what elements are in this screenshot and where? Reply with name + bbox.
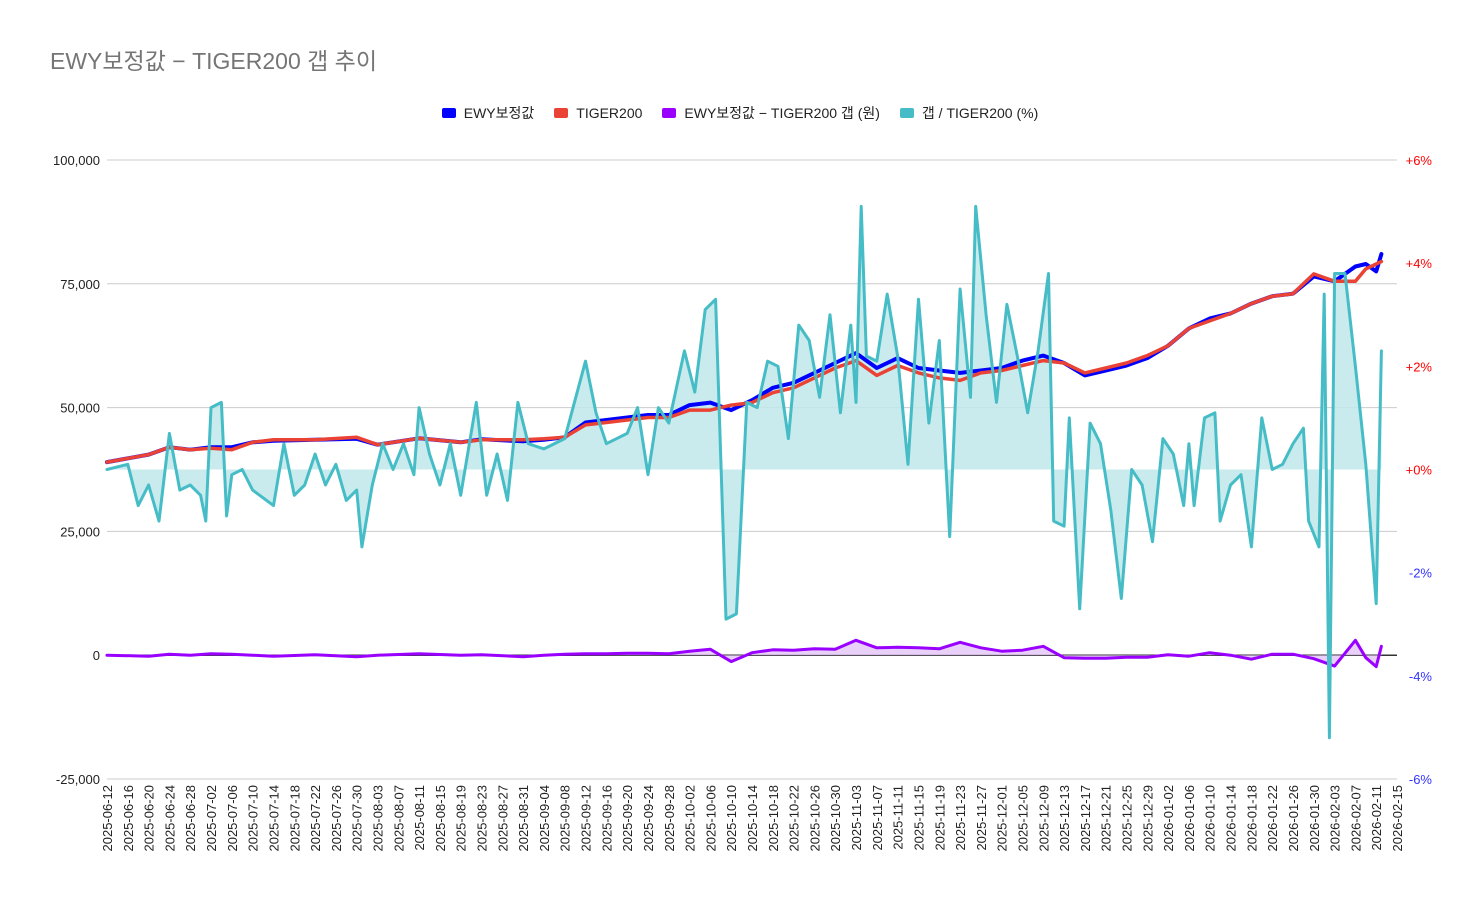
y-tick-label-left: 100,000: [53, 153, 100, 168]
x-tick-label: 2025-10-26: [807, 785, 822, 852]
x-tick-label: 2025-09-08: [558, 785, 573, 852]
x-tick-label: 2025-07-02: [204, 785, 219, 852]
x-tick-label: 2025-09-12: [579, 785, 594, 852]
series-line-tiger200: [105, 259, 1384, 464]
x-tick-label: 2025-09-16: [599, 785, 614, 852]
x-tick-label: 2025-11-07: [870, 785, 885, 851]
x-tick-label: 2025-09-28: [662, 785, 677, 852]
x-tick-label: 2025-11-03: [849, 785, 864, 851]
legend-swatch: [554, 108, 569, 118]
legend-item: TIGER200: [554, 103, 642, 123]
x-tick-label: 2025-09-24: [641, 785, 656, 852]
x-tick-label: 2025-08-27: [495, 785, 510, 852]
chart-title: EWY보정값 − TIGER200 갭 추이: [50, 48, 377, 74]
y-tick-label-right: -6%: [1409, 772, 1433, 787]
x-tick-label: 2026-01-10: [1203, 785, 1218, 852]
x-tick-label: 2026-01-26: [1286, 785, 1301, 852]
y-tick-label-right: +0%: [1406, 463, 1433, 478]
x-tick-label: 2025-10-30: [828, 785, 843, 852]
x-tick-label: 2026-02-15: [1390, 785, 1405, 852]
legend-swatch: [899, 108, 914, 118]
legend-swatch: [441, 108, 456, 118]
x-tick-label: 2025-08-31: [516, 785, 531, 852]
x-tick-label: 2025-12-21: [1099, 785, 1114, 852]
x-tick-label: 2025-07-22: [308, 785, 323, 852]
legend-label: 갭 / TIGER200 (%): [921, 105, 1039, 121]
y-tick-label-right: +6%: [1406, 153, 1433, 168]
x-tick-label: 2026-01-18: [1244, 785, 1259, 852]
x-tick-label: 2025-07-10: [246, 785, 261, 852]
x-tick-label: 2026-01-14: [1224, 785, 1239, 852]
y-tick-label-left: 75,000: [60, 277, 100, 292]
y-tick-label-right: -4%: [1409, 669, 1433, 684]
legend-label: TIGER200: [576, 105, 643, 121]
y-tick-label-left: 0: [93, 648, 100, 663]
x-tick-label: 2025-10-06: [703, 785, 718, 852]
x-tick-label: 2025-12-25: [1120, 785, 1135, 852]
x-tick-label: 2025-06-12: [100, 785, 115, 852]
y-tick-label-right: +2%: [1406, 359, 1433, 374]
x-tick-label: 2025-08-11: [412, 785, 427, 851]
x-tick-label: 2025-10-02: [683, 785, 698, 852]
x-tick-label: 2025-10-18: [766, 785, 781, 852]
x-tick-label: 2025-10-14: [745, 785, 760, 852]
x-tick-label: 2025-12-01: [995, 785, 1010, 852]
x-tick-label: 2026-02-03: [1328, 785, 1343, 852]
x-tick-label: 2025-08-07: [391, 785, 406, 852]
x-tick-label: 2025-08-19: [454, 785, 469, 852]
x-tick-label: 2026-01-06: [1182, 785, 1197, 852]
x-tick-label: 2025-08-03: [370, 785, 385, 852]
legend-item: 갭 / TIGER200 (%): [899, 103, 1039, 123]
x-tick-label: 2025-06-28: [183, 785, 198, 852]
x-tick-label: 2025-06-24: [162, 785, 177, 852]
x-tick-label: 2025-11-19: [932, 785, 947, 851]
x-tick-label: 2026-01-30: [1307, 785, 1322, 852]
x-tick-label: 2025-07-30: [350, 785, 365, 852]
legend-label: EWY보정값 − TIGER200 갭 (원): [684, 105, 880, 121]
x-tick-label: 2026-01-02: [1161, 785, 1176, 852]
x-tick-label: 2025-12-29: [1140, 785, 1155, 852]
x-tick-label: 2025-12-17: [1078, 785, 1093, 852]
y-tick-label-left: -25,000: [56, 772, 100, 787]
legend-item: EWY보정값: [441, 103, 535, 123]
x-tick-label: 2026-01-22: [1265, 785, 1280, 852]
legend-item: EWY보정값 − TIGER200 갭 (원): [662, 103, 880, 123]
y-tick-label-right: +4%: [1406, 256, 1433, 271]
x-tick-label: 2025-11-15: [911, 785, 926, 851]
x-tick-label: 2025-07-14: [266, 785, 281, 852]
x-tick-label: 2025-10-22: [787, 785, 802, 852]
x-tick-label: 2025-08-23: [475, 785, 490, 852]
series-line-gap-pct: [105, 204, 1383, 740]
x-tick-label: 2025-10-10: [724, 785, 739, 852]
legend: EWY보정값 TIGER200 EWY보정값 − TIGER200 갭 (원) 갭 /…: [0, 103, 1480, 123]
x-tick-label: 2025-12-05: [1015, 785, 1030, 852]
legend-label: EWY보정값: [463, 105, 535, 121]
x-tick-label: 2026-02-11: [1369, 785, 1384, 851]
x-tick-label: 2025-07-26: [329, 785, 344, 852]
x-tick-label: 2025-06-16: [121, 785, 136, 852]
y-tick-label-left: 25,000: [60, 524, 100, 539]
x-tick-label: 2025-11-11: [891, 785, 906, 850]
x-tick-label: 2025-12-13: [1057, 785, 1072, 852]
y-tick-label-right: -2%: [1409, 566, 1433, 581]
x-tick-label: 2025-11-27: [974, 785, 989, 851]
x-tick-label: 2025-08-15: [433, 785, 448, 852]
x-tick-label: 2026-02-07: [1348, 785, 1363, 852]
x-tick-label: 2025-07-06: [225, 785, 240, 852]
series-area-gap-won: [107, 640, 1382, 667]
series-area-gap-pct: [107, 206, 1382, 738]
series-line-gap-won: [105, 638, 1383, 669]
x-tick-label: 2025-09-20: [620, 785, 635, 852]
x-tick-label: 2025-09-04: [537, 785, 552, 852]
x-tick-label: 2025-06-20: [142, 785, 157, 852]
x-tick-label: 2025-07-18: [287, 785, 302, 852]
legend-swatch: [662, 108, 677, 118]
y-tick-label-left: 50,000: [60, 401, 100, 416]
x-tick-label: 2025-12-09: [1036, 785, 1051, 852]
x-tick-label: 2025-11-23: [953, 785, 968, 851]
